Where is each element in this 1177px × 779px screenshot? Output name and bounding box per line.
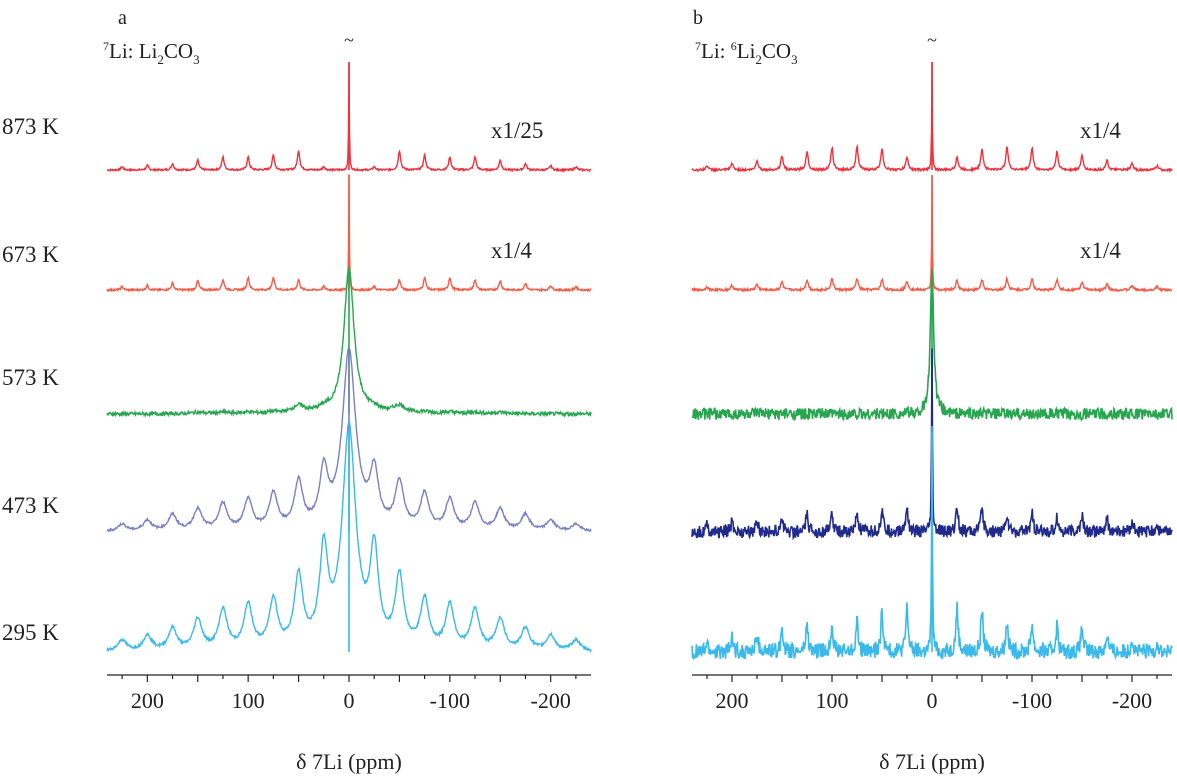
trace-b-473k	[691, 348, 1173, 541]
x-tick-label-b: 200	[716, 688, 749, 713]
panel-title-b: 7Li: 6Li2CO3	[695, 39, 798, 67]
scale-label-a-0: x1/25	[491, 118, 543, 143]
panel-label-a: a	[118, 7, 127, 29]
trace-b-295k	[691, 425, 1173, 661]
x-tick-label-a: -100	[430, 688, 470, 713]
top-mark-a: ~	[344, 30, 354, 50]
panel-label-b: b	[693, 7, 703, 29]
x-tick-label-b: -100	[1012, 688, 1052, 713]
trace-a-295k	[106, 420, 592, 654]
traces-a: x1/25 x1/4	[106, 62, 592, 654]
x-tick-label-b: 0	[927, 688, 938, 713]
scale-label-b-1: x1/4	[1080, 238, 1121, 263]
temperature-label: 573 K	[2, 365, 59, 390]
temperature-label: 873 K	[2, 114, 59, 139]
scale-label-b-0: x1/4	[1080, 118, 1121, 143]
x-axis-label-a: δ 7Li (ppm)	[296, 749, 402, 774]
temperature-label: 295 K	[2, 620, 59, 645]
scale-label-a-1: x1/4	[491, 238, 532, 263]
trace-a-473k	[106, 347, 592, 533]
x-axis-a: 200 100 0 -100 -200	[107, 674, 591, 713]
temperature-labels: 873 K 673 K 573 K 473 K 295 K	[2, 114, 59, 645]
x-tick-label-b: 100	[816, 688, 849, 713]
x-tick-label-a: 100	[232, 688, 265, 713]
temperature-label: 473 K	[2, 493, 59, 518]
x-axis-label-b: δ 7Li (ppm)	[879, 749, 985, 774]
trace-a-573k	[106, 266, 592, 419]
traces-b: x1/4 x1/4	[691, 62, 1173, 661]
panel-title-a: 7Li: Li2CO3	[103, 39, 200, 67]
x-tick-label-a: 0	[344, 688, 355, 713]
temperature-label: 673 K	[2, 242, 59, 267]
top-mark-b: ~	[927, 30, 937, 50]
x-tick-label-b: -200	[1112, 688, 1152, 713]
panel-b: b 7Li: 6Li2CO3 ~ x1/4 x1/4 200 100 0 -100 -20…	[691, 7, 1173, 774]
x-tick-label-a: -200	[531, 688, 571, 713]
panel-a: a 7Li: Li2CO3 ~ x1/25 x1/4 200 100 0 -100 -20…	[103, 7, 592, 774]
trace-a-673k	[106, 174, 592, 293]
x-tick-label-a: 200	[131, 688, 164, 713]
x-axis-b: 200 100 0 -100 -200	[692, 674, 1172, 713]
